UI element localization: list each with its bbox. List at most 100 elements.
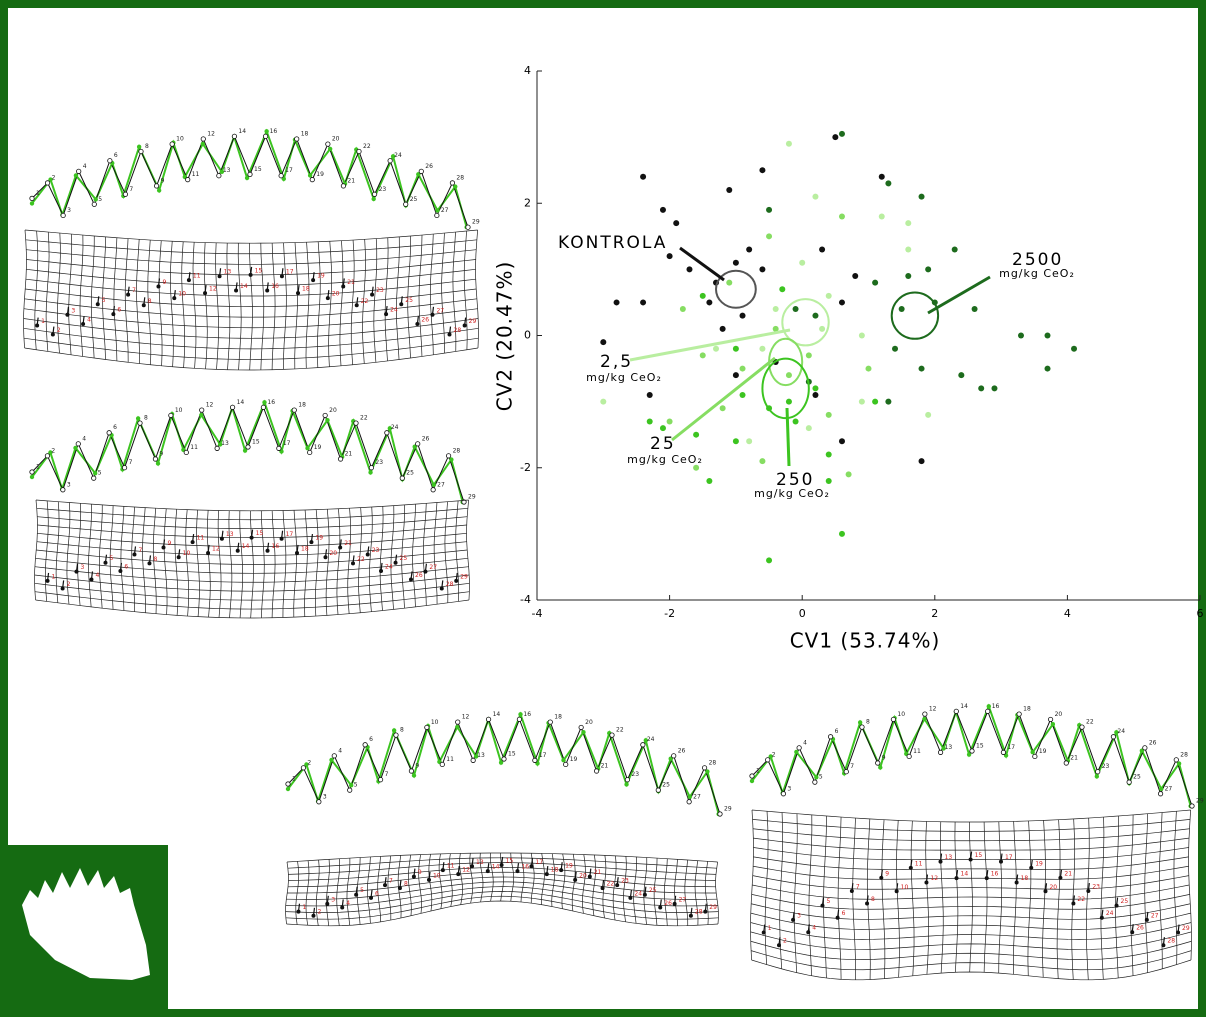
landmark-label: 27 — [429, 564, 437, 571]
grid-line — [653, 858, 658, 926]
grid-line — [163, 508, 168, 615]
confidence-ellipse — [890, 291, 940, 340]
landmark — [462, 323, 467, 328]
point — [646, 418, 653, 425]
landmark-label: 13 — [223, 167, 231, 174]
point — [838, 213, 845, 220]
landmark-label: 26 — [664, 900, 672, 907]
landmark-label: 28 — [695, 908, 703, 915]
landmark-label: 12 — [930, 875, 938, 882]
landmark — [384, 430, 390, 436]
landmark — [820, 903, 825, 908]
landmark-label: 24 — [394, 152, 402, 159]
landmark-label: 1 — [292, 776, 296, 783]
landmark-label: 10 — [433, 872, 441, 879]
landmark — [132, 552, 137, 557]
landmark-label: 9 — [161, 177, 165, 184]
grid-line — [1042, 820, 1046, 978]
landmark-label: 28 — [709, 759, 717, 766]
landmark-label: 27 — [1151, 912, 1159, 919]
grid-line — [623, 856, 627, 922]
landmark — [216, 173, 222, 179]
landmark-label: 5 — [826, 898, 830, 905]
point — [666, 418, 673, 425]
grid-line — [239, 510, 244, 618]
landmark — [118, 568, 123, 573]
landmark — [749, 778, 755, 784]
landmark — [387, 426, 393, 431]
grid-line — [939, 821, 944, 974]
landmark — [45, 578, 50, 583]
grid-line — [704, 861, 709, 925]
landmark-label: 15 — [256, 530, 264, 537]
landmark-label: 25 — [406, 470, 414, 477]
landmark-label: 5 — [98, 196, 102, 203]
grid-line — [98, 504, 103, 609]
landmark — [391, 728, 397, 733]
point — [838, 299, 845, 306]
landmark — [806, 930, 811, 935]
leader-line — [629, 328, 791, 362]
grid-line — [158, 240, 163, 366]
y-tick-label: -4 — [520, 593, 531, 606]
landmark-label: 9 — [418, 869, 422, 876]
point — [613, 299, 620, 306]
landmark — [1047, 716, 1054, 723]
landmark-label: 21 — [1070, 754, 1078, 761]
landmark-label: 12 — [929, 706, 937, 713]
landmark-label: 15 — [254, 166, 262, 173]
landmark-label: 19 — [1035, 860, 1043, 867]
landmark — [1086, 889, 1091, 894]
landmark — [966, 752, 972, 757]
landmark — [456, 872, 461, 877]
point — [918, 365, 925, 372]
x-tick-label: 6 — [1197, 607, 1204, 620]
landmark-label: 11 — [446, 756, 454, 763]
landmark — [304, 762, 309, 767]
landmark — [424, 724, 430, 731]
point — [699, 292, 706, 299]
grid-line — [147, 240, 152, 365]
landmark — [214, 445, 220, 451]
landmark — [426, 877, 431, 882]
grid-line — [367, 856, 371, 924]
point — [858, 398, 865, 405]
grid-line — [643, 857, 648, 925]
landmark — [765, 757, 771, 763]
landmark-label: 4 — [346, 900, 350, 907]
y-tick-label: -2 — [520, 461, 531, 474]
grid-line — [45, 232, 50, 352]
landmark-label: 3 — [67, 481, 71, 488]
landmark-label: 18 — [302, 286, 310, 293]
landmark — [93, 197, 98, 202]
landmark — [768, 754, 773, 759]
grid-line — [612, 855, 617, 921]
landmark — [1032, 753, 1038, 760]
landmark — [29, 201, 35, 206]
landmark — [439, 586, 444, 591]
grid-line — [217, 510, 222, 618]
landmark — [655, 787, 661, 793]
point — [713, 345, 720, 352]
point — [878, 173, 885, 180]
landmark — [379, 568, 384, 573]
landmark — [262, 133, 269, 139]
landmark — [953, 708, 959, 714]
grid-line — [500, 852, 504, 902]
landmark — [761, 930, 766, 935]
landmark — [609, 732, 615, 738]
grid-line — [429, 234, 434, 355]
landmark — [701, 765, 708, 771]
grid-line — [408, 854, 412, 916]
grid-line — [293, 510, 298, 618]
landmark — [291, 407, 297, 413]
landmark-label: 12 — [212, 545, 220, 552]
x-axis-label: CV1 (53.74%) — [790, 629, 941, 653]
point — [805, 352, 812, 359]
grid-line — [57, 233, 61, 354]
landmark-label: 15 — [508, 751, 516, 758]
landmark-label: 18 — [1021, 875, 1029, 882]
landmark — [843, 769, 849, 775]
landmark-label: 10 — [183, 550, 191, 557]
landmark-label: 12 — [462, 867, 470, 874]
